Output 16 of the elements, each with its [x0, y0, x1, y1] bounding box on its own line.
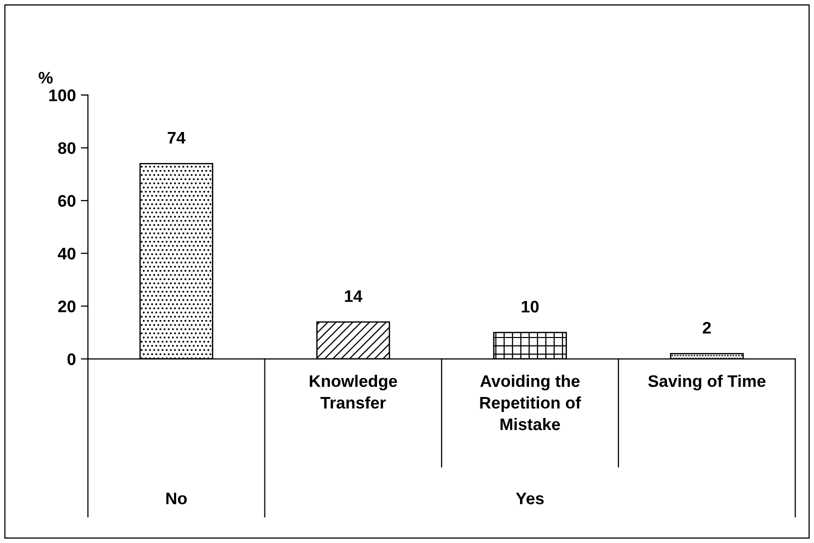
y-tick-label: 100 — [49, 89, 76, 102]
x-tick-label: Knowledge Transfer — [310, 374, 398, 409]
data-label: 14 — [344, 290, 362, 302]
data-label: 2 — [702, 322, 711, 334]
y-tick-label: 80 — [58, 142, 76, 154]
data-label: 10 — [522, 300, 539, 313]
data-label: 74 — [168, 132, 186, 144]
y-tick-label: 60 — [58, 194, 76, 207]
text: No — [166, 492, 187, 504]
y-tick-label: 20 — [58, 300, 76, 312]
text: Yes — [516, 492, 544, 504]
x-tick-label: Saving of Time — [648, 374, 766, 390]
x-tick-label: Avoiding the Repetition of Mistake — [480, 374, 581, 430]
y-tick-label: 40 — [58, 248, 76, 260]
y-tick-label: 0 — [67, 353, 76, 366]
y-axis-title: % — [38, 72, 53, 84]
